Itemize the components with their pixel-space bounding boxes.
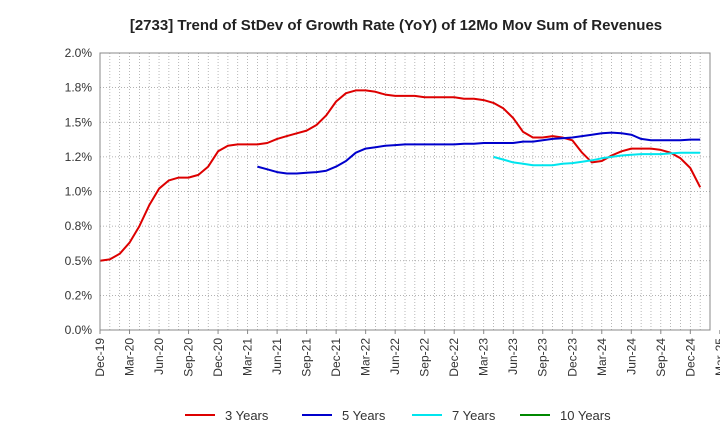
x-tick-label: Sep-24 [654, 338, 668, 377]
x-tick-label: Jun-24 [624, 338, 638, 375]
y-tick-label: 1.0% [65, 185, 93, 199]
legend-label: 3 Years [225, 408, 269, 423]
legend-label: 5 Years [342, 408, 386, 423]
y-tick-label: 0.8% [65, 219, 93, 233]
legend-label: 10 Years [560, 408, 611, 423]
y-tick-label: 2.0% [65, 46, 93, 60]
series-line-5-years [257, 131, 701, 175]
x-tick-label: Sep-21 [300, 338, 314, 377]
x-tick-label: Sep-23 [536, 338, 550, 377]
x-tick-label: Mar-21 [241, 338, 255, 376]
x-tick-label: Jun-21 [270, 338, 284, 375]
x-tick-label: Jun-22 [388, 338, 402, 375]
x-tick-label: Dec-21 [329, 338, 343, 377]
x-tick-label: Dec-19 [93, 338, 107, 377]
chart-title: [2733] Trend of StDev of Growth Rate (Yo… [130, 17, 662, 34]
x-tick-label: Sep-22 [418, 338, 432, 377]
x-axis: Dec-19 Mar-20 Jun-20 Sep-20 Dec-20 Mar-21 Jun-… [93, 330, 720, 377]
legend-label: 7 Years [452, 408, 496, 423]
x-tick-label: Dec-20 [211, 338, 225, 377]
x-tick-label: Mar-22 [359, 338, 373, 376]
y-tick-label: 0.5% [65, 254, 93, 268]
series-line-3-years [99, 89, 702, 262]
y-tick-label: 0.0% [65, 323, 93, 337]
x-tick-label: Mar-25 [713, 338, 720, 376]
y-tick-label: 1.5% [65, 115, 93, 129]
x-tick-label: Sep-20 [182, 338, 196, 377]
series-lines [99, 89, 702, 262]
y-tick-label: 1.8% [65, 81, 93, 95]
y-tick-label: 0.2% [65, 288, 93, 302]
x-tick-label: Mar-24 [595, 338, 609, 376]
series-line-7-years [493, 151, 701, 167]
legend: 3 Years 5 Years 7 Years 10 Years [185, 408, 611, 423]
grid-lines [100, 53, 710, 330]
x-tick-label: Mar-23 [477, 338, 491, 376]
y-axis: 0.0% 0.2% 0.5% 0.8% 1.0% 1.2% 1.5% 1.8% 2.0% [65, 46, 93, 337]
x-tick-label: Jun-23 [506, 338, 520, 375]
plot-frame [99, 52, 711, 331]
x-tick-label: Jun-20 [152, 338, 166, 375]
y-tick-label: 1.2% [65, 150, 93, 164]
x-tick-label: Dec-24 [683, 338, 697, 377]
x-tick-label: Dec-23 [565, 338, 579, 377]
x-tick-label: Mar-20 [123, 338, 137, 376]
x-tick-label: Dec-22 [447, 338, 461, 377]
